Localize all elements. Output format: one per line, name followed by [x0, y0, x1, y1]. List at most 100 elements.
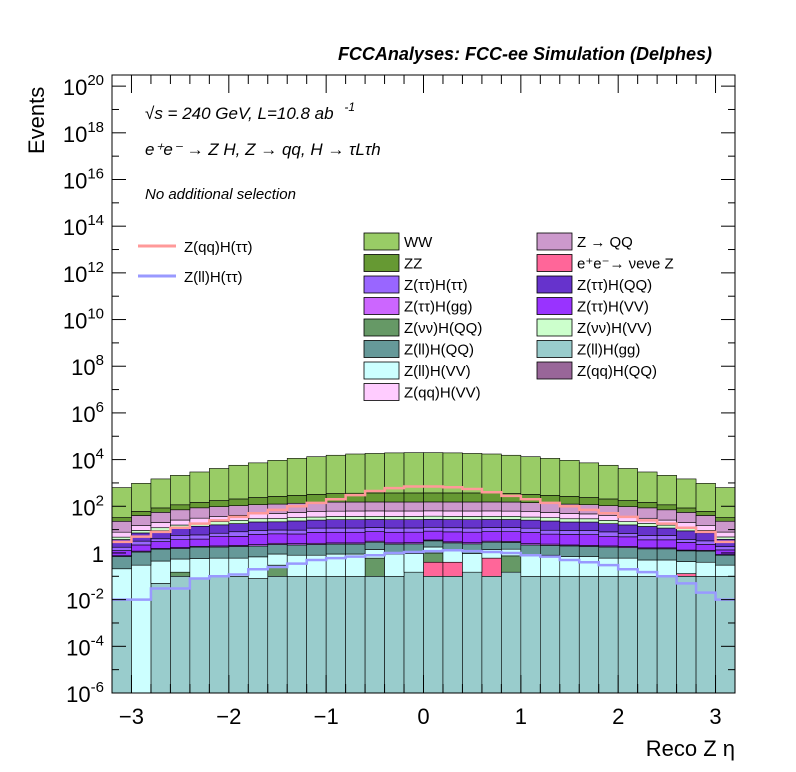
hist-bar: [598, 515, 619, 521]
x-tick-label: −1: [314, 704, 339, 729]
hist-bar: [442, 550, 463, 563]
hist-bar: [111, 487, 132, 518]
hist-bar: [481, 575, 502, 694]
hist-bar: [715, 531, 736, 538]
hist-bar: [170, 548, 191, 560]
hist-bar: [170, 519, 191, 526]
legend-label: Z(ττ)H(ττ): [404, 277, 468, 294]
hist-bar: [384, 553, 405, 577]
hist-bar: [131, 551, 152, 566]
hist-bar: [715, 520, 736, 533]
hist-bar: [715, 554, 736, 566]
hist-bar: [384, 510, 405, 517]
hist-bar: [170, 509, 191, 521]
legend-swatch: [363, 361, 400, 380]
hist-bar: [267, 533, 288, 544]
hist-bar: [695, 544, 716, 551]
hist-bar: [462, 531, 483, 544]
hist-bar: [481, 527, 502, 532]
energy-sup: -1: [344, 100, 355, 114]
hist-bar: [384, 527, 405, 533]
hist-bar: [111, 568, 132, 600]
hist-bar: [403, 527, 424, 533]
hist-bar: [656, 559, 677, 577]
hist-bar: [111, 517, 132, 522]
hist-bar: [423, 575, 444, 694]
hist-bar: [442, 531, 463, 543]
hist-bar: [637, 471, 658, 503]
legend-swatch: [363, 340, 400, 358]
hist-bar: [384, 492, 405, 503]
hist-bar: [578, 575, 600, 694]
signal-line: [112, 549, 735, 601]
hist-bar: [364, 510, 385, 517]
hist-bar: [247, 513, 269, 520]
hist-bar: [384, 519, 405, 529]
hist-bar: [209, 557, 230, 577]
hist-bar: [131, 530, 152, 534]
hist-bar: [209, 575, 230, 694]
hist-bar: [345, 531, 366, 544]
hist-bar: [150, 538, 171, 542]
hist-bar: [228, 531, 249, 537]
hist-bar: [598, 575, 619, 694]
hist-bar: [656, 504, 677, 511]
hist-bar: [423, 561, 444, 577]
hist-bar: [325, 519, 346, 529]
hist-bar: [481, 541, 502, 550]
hist-bar: [501, 542, 522, 550]
hist-bar: [423, 519, 444, 528]
legend-label: Z(ll)H(gg): [577, 342, 640, 359]
hist-bar: [286, 554, 307, 577]
hist-bar: [131, 483, 152, 512]
hist-bar: [559, 513, 580, 520]
hist-bar: [150, 512, 171, 523]
hist-bar: [715, 517, 736, 522]
hist-bar: [228, 464, 249, 500]
hist-bar: [559, 575, 580, 694]
hist-bar: [384, 501, 405, 512]
hist-bar: [578, 513, 600, 520]
hist-bar: [520, 511, 541, 518]
hist-bar: [442, 575, 463, 694]
hist-bar: [286, 544, 307, 556]
hist-bar: [656, 527, 677, 536]
hist-bar: [286, 533, 307, 544]
hist-bar: [676, 478, 697, 509]
hist-bar: [247, 462, 269, 498]
x-tick-label: 1: [515, 704, 527, 729]
hist-bar: [150, 522, 171, 529]
hist-bar: [617, 521, 638, 526]
hist-bar: [559, 496, 580, 505]
legend-label: Z(νν)H(QQ): [404, 320, 482, 337]
hist-bar: [150, 478, 171, 509]
hist-bar: [345, 543, 366, 555]
y-tick-label: 1020: [63, 72, 104, 100]
hist-bar: [481, 492, 502, 503]
hist-bar: [267, 529, 288, 535]
hist-bar: [695, 511, 716, 516]
hist-bar: [267, 513, 288, 519]
hist-bar: [676, 573, 697, 577]
y-tick-label: 1018: [63, 119, 104, 147]
hist-bar: [364, 549, 385, 559]
hist-bar: [559, 534, 580, 546]
y-tick-label: 1014: [63, 212, 104, 240]
hist-bar: [481, 519, 502, 528]
legend-label: Z(νν)H(VV): [577, 320, 652, 337]
hist-bar: [325, 531, 346, 544]
chart-title: FCCAnalyses: FCC-ee Simulation (Delphes): [338, 44, 712, 64]
hist-bar: [423, 526, 444, 532]
hist-bar: [247, 521, 269, 531]
hist-bar: [403, 571, 424, 694]
hist-bar: [111, 531, 132, 538]
hist-bar: [247, 534, 269, 545]
hist-bar: [131, 515, 152, 526]
y-tick-label: 104: [71, 446, 104, 474]
hist-bar: [656, 548, 677, 561]
signal-line: [112, 485, 735, 544]
hist-bar: [364, 575, 385, 694]
hist-bar: [131, 511, 152, 516]
hist-bar: [617, 500, 638, 507]
hist-bar: [501, 510, 522, 517]
